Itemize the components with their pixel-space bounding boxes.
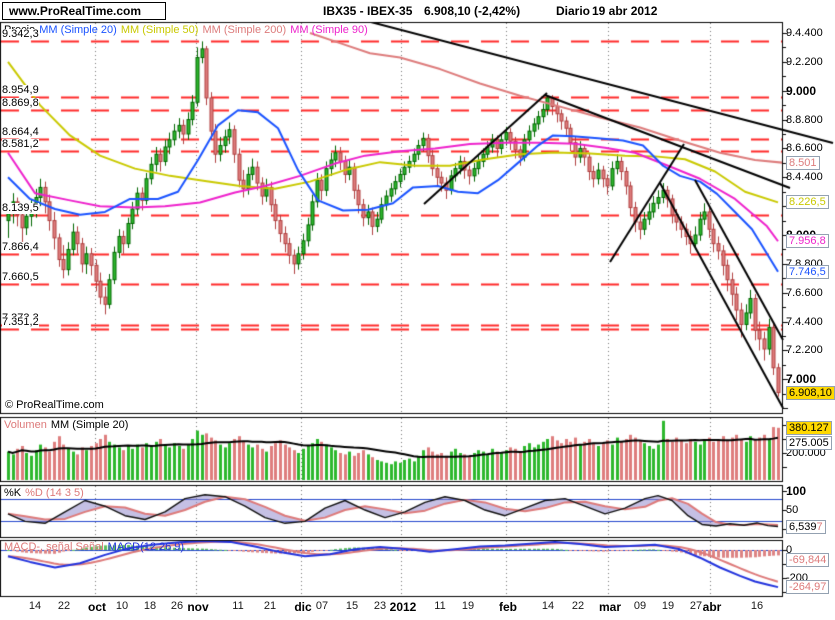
x-axis-day-label: 23 bbox=[373, 600, 387, 612]
x-axis-month-label: oct bbox=[88, 600, 106, 614]
x-axis-month-label: 2012 bbox=[389, 600, 417, 614]
price-value-box: 6.908,10 bbox=[786, 385, 835, 400]
stochastic-panel-legend: %K %D (14 3 5) bbox=[4, 487, 88, 499]
main-panel-legend: PrecioMM (Simple 20)MM (Simple 50)MM (Si… bbox=[4, 24, 372, 36]
timeframe-label: Diario bbox=[556, 4, 591, 18]
price-axis-tick: 8.6.600 bbox=[786, 142, 823, 155]
x-axis-day-label: 26 bbox=[170, 600, 184, 612]
support-level-label: 8.139,5 bbox=[2, 201, 39, 214]
site-label: www.ProRealTime.com bbox=[9, 4, 142, 18]
price-value-box: 8.501 bbox=[786, 155, 820, 170]
date-label: 19 abr 2012 bbox=[592, 4, 658, 18]
price-value-box: 7.746,5 bbox=[786, 264, 829, 279]
price-axis-tick: 9.000 bbox=[786, 83, 817, 98]
stochastic-axis-tick: 50 bbox=[786, 504, 799, 516]
x-axis-day-label: 14 bbox=[541, 600, 555, 612]
x-axis-day-label: 27 bbox=[689, 600, 703, 612]
x-axis-day-label: 19 bbox=[461, 600, 475, 612]
support-level-label: 9.342,3 bbox=[2, 28, 39, 41]
x-axis-day-label: 11 bbox=[232, 600, 244, 612]
x-axis-month-label: mar bbox=[598, 600, 622, 614]
x-axis-day-label: 15 bbox=[345, 600, 359, 612]
legend-mm20: MM (Simple 20) bbox=[39, 24, 117, 36]
volume-panel-legend: Volumen MM (Simple 20) bbox=[4, 419, 132, 431]
price-axis-tick: 7.4.400 bbox=[786, 315, 823, 328]
legend-mm200: MM (Simple 200) bbox=[202, 24, 287, 36]
price-axis-tick: 7.6.600 bbox=[786, 286, 823, 299]
x-axis-day-label: 09 bbox=[633, 600, 647, 612]
x-axis-month-label: abr bbox=[702, 600, 722, 614]
legend-macd-senal: MACD-, señal Señal bbox=[4, 541, 104, 553]
site-link[interactable]: www.ProRealTime.com bbox=[2, 2, 166, 20]
legend-percent-k: %K bbox=[4, 487, 22, 499]
price-axis-tick: 8.4.400 bbox=[786, 171, 823, 184]
macd-value-box: -264,97 bbox=[786, 580, 830, 595]
x-axis-day-label: 22 bbox=[57, 600, 71, 612]
price-axis-tick: 9.2.200 bbox=[786, 55, 823, 68]
symbol-title: IBX35 - IBEX-35 bbox=[323, 4, 413, 18]
legend-volumen: Volumen bbox=[4, 419, 47, 431]
support-level-label: 7.351,2 bbox=[2, 315, 39, 328]
support-level-label: 8.664,4 bbox=[2, 126, 39, 139]
legend-mm50: MM (Simple 50) bbox=[120, 24, 199, 36]
legend-mm90: MM (Simple 90) bbox=[290, 24, 368, 36]
x-axis-day-label: 16 bbox=[750, 600, 764, 612]
stochastic-axis-tick: 100 bbox=[786, 484, 807, 498]
x-axis-day-label: 21 bbox=[263, 600, 277, 612]
support-level-label: 7.660,5 bbox=[2, 271, 39, 283]
price-axis-tick: 9.4.400 bbox=[786, 27, 823, 39]
price-axis-tick: 7.2.200 bbox=[786, 344, 823, 357]
x-axis-month-label: nov bbox=[187, 600, 209, 614]
price-value-box: 8.226,5 bbox=[786, 195, 829, 210]
x-axis-day-label: 10 bbox=[115, 600, 129, 612]
x-axis-day-label: 22 bbox=[571, 600, 585, 612]
macd-axis-tick: 0 bbox=[786, 544, 793, 556]
x-axis-day-label: 14 bbox=[28, 600, 42, 612]
price-value-box: 7.956,8 bbox=[786, 234, 829, 249]
legend-percent-d: %D (14 3 5) bbox=[25, 487, 84, 499]
support-level-label: 8.581,2 bbox=[2, 138, 39, 151]
macd-value-box: -69,844 bbox=[786, 552, 830, 567]
support-level-label: 8.954,9 bbox=[2, 84, 39, 97]
x-axis-month-label: feb bbox=[499, 600, 517, 614]
volume-axis-tick: 200.000 bbox=[786, 447, 826, 459]
price-axis-tick: 8.8.800 bbox=[786, 113, 823, 126]
macd-panel-legend: MACD-, señal Señal MACD(12 26 9) bbox=[4, 541, 188, 553]
legend-macd-params: MACD(12 26 9) bbox=[107, 541, 185, 553]
stochastic-value-box: 6,5397 bbox=[786, 519, 826, 534]
price-axis-tick: 7.000 bbox=[786, 372, 817, 387]
volume-value-box: 275.005 bbox=[786, 435, 832, 450]
last-price-change: 6.908,10 (-2,42%) bbox=[424, 4, 521, 18]
x-axis-day-label: 11 bbox=[434, 600, 446, 612]
support-level-label: 8.869,8 bbox=[2, 96, 39, 109]
x-axis-day-label: 19 bbox=[661, 600, 675, 612]
x-axis-month-label: dic bbox=[294, 600, 312, 614]
copyright-watermark: © ProRealTime.com bbox=[3, 399, 106, 411]
legend-volume-mm20: MM (Simple 20) bbox=[50, 419, 129, 431]
x-axis-day-label: 07 bbox=[315, 600, 329, 612]
volume-value-box: 380.127 bbox=[786, 420, 832, 435]
support-level-label: 7.866,4 bbox=[2, 241, 39, 254]
x-axis-day-label: 18 bbox=[143, 600, 157, 612]
